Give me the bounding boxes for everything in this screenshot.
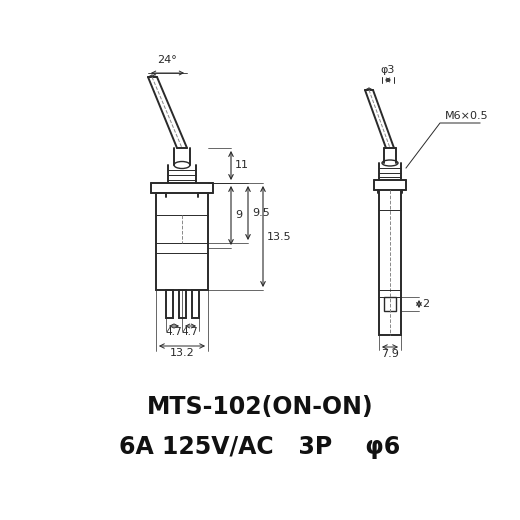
Ellipse shape bbox=[382, 160, 398, 166]
Text: 4.7: 4.7 bbox=[166, 327, 183, 337]
Bar bbox=[166, 290, 173, 318]
Text: 2: 2 bbox=[422, 299, 429, 309]
Text: 6A 125V/AC   3P    φ6: 6A 125V/AC 3P φ6 bbox=[120, 435, 400, 459]
Text: 9: 9 bbox=[235, 211, 242, 220]
Text: 13.5: 13.5 bbox=[267, 231, 292, 241]
Text: 24°: 24° bbox=[157, 55, 177, 65]
Text: 4.7: 4.7 bbox=[181, 327, 198, 337]
Text: M6×0.5: M6×0.5 bbox=[445, 111, 489, 121]
Bar bbox=[192, 290, 199, 318]
Text: 7.9: 7.9 bbox=[381, 349, 399, 359]
Text: MTS-102(ON-ON): MTS-102(ON-ON) bbox=[147, 395, 373, 419]
Ellipse shape bbox=[174, 162, 190, 168]
Bar bbox=[384, 297, 396, 311]
Text: 9.5: 9.5 bbox=[252, 208, 270, 218]
Text: φ3: φ3 bbox=[381, 65, 395, 75]
Bar bbox=[379, 190, 401, 335]
Bar bbox=[156, 193, 208, 290]
Text: 13.2: 13.2 bbox=[170, 348, 194, 358]
Text: 11: 11 bbox=[235, 161, 249, 171]
Bar bbox=[179, 290, 186, 318]
